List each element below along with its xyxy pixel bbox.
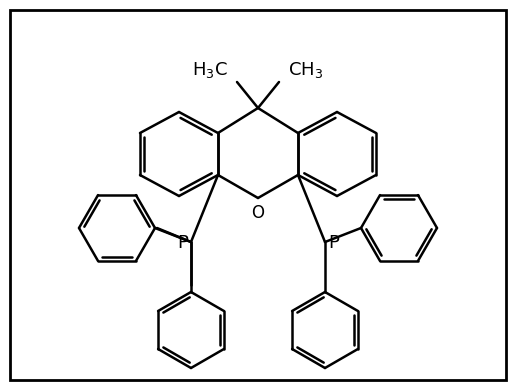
Text: O: O (251, 204, 265, 222)
Text: H$_3$C: H$_3$C (192, 60, 228, 80)
Text: P: P (328, 234, 339, 252)
Text: P: P (177, 234, 188, 252)
Text: CH$_3$: CH$_3$ (288, 60, 323, 80)
